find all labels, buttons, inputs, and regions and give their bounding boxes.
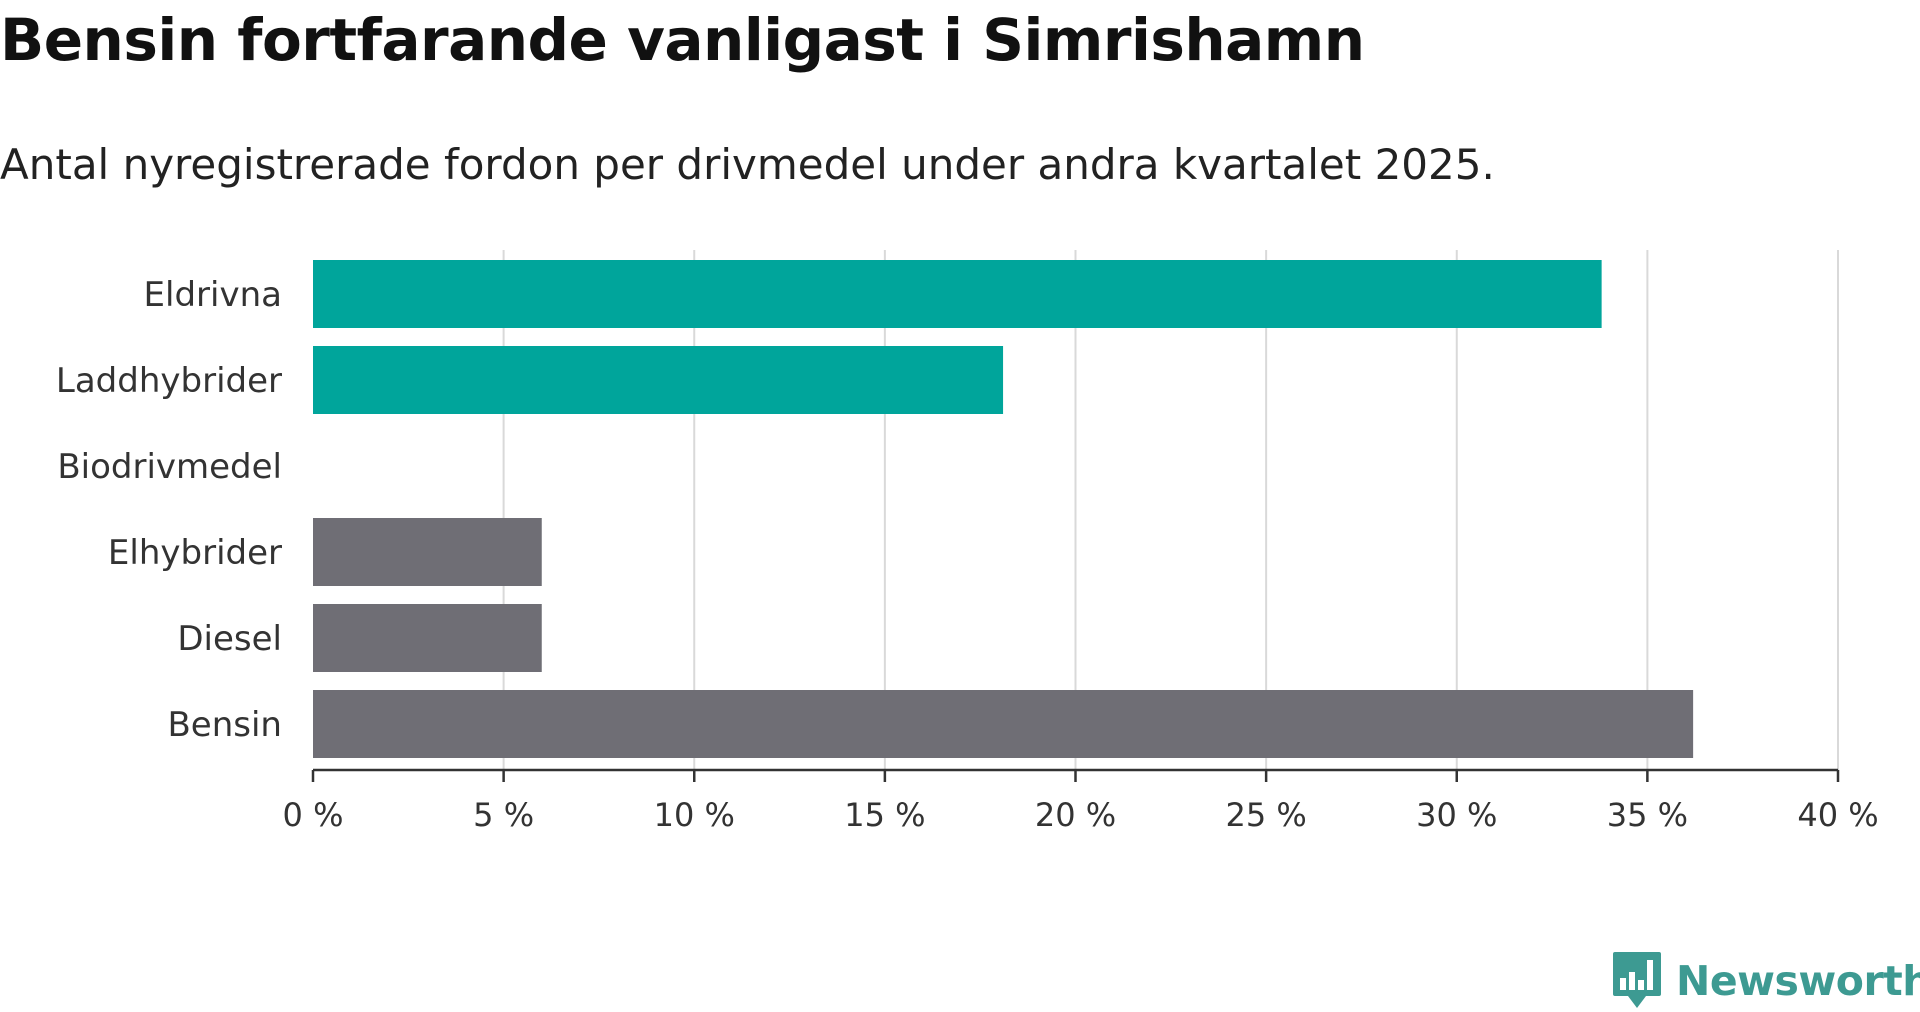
x-tick-label: 10 % [654,796,735,834]
x-tick-label: 15 % [844,796,925,834]
x-tick-label: 35 % [1607,796,1688,834]
x-tick-label: 40 % [1797,796,1878,834]
category-label: Eldrivna [144,275,282,315]
chart-subtitle: Antal nyregistrerade fordon per drivmede… [0,140,1495,189]
x-tick-label: 0 % [283,796,344,834]
x-tick-label: 30 % [1416,796,1497,834]
brand-name: Newsworthy [1676,957,1920,1005]
category-label: Laddhybrider [56,361,282,401]
bar-eldrivna [313,260,1602,328]
chart-title: Bensin fortfarande vanligast i Simrisham… [0,6,1365,74]
x-tick-label: 5 % [473,796,534,834]
bar-diesel [313,604,542,672]
bar-bensin [313,690,1694,758]
bar-chart: Eldrivna Laddhybrider Biodrivmedel Elhybrid… [56,250,1879,834]
category-label: Bensin [167,705,282,745]
category-label: Elhybrider [108,533,282,573]
brand-logo: Newsworthy [1612,950,1920,1012]
category-label: Biodrivmedel [57,447,282,487]
bar-laddhybrider [313,346,1004,414]
bar-elhybrider [313,518,542,586]
x-tick-label: 25 % [1225,796,1306,834]
category-label: Diesel [177,619,282,659]
x-tick-label: 20 % [1035,796,1116,834]
newsworthy-logo-icon [1613,952,1661,1008]
